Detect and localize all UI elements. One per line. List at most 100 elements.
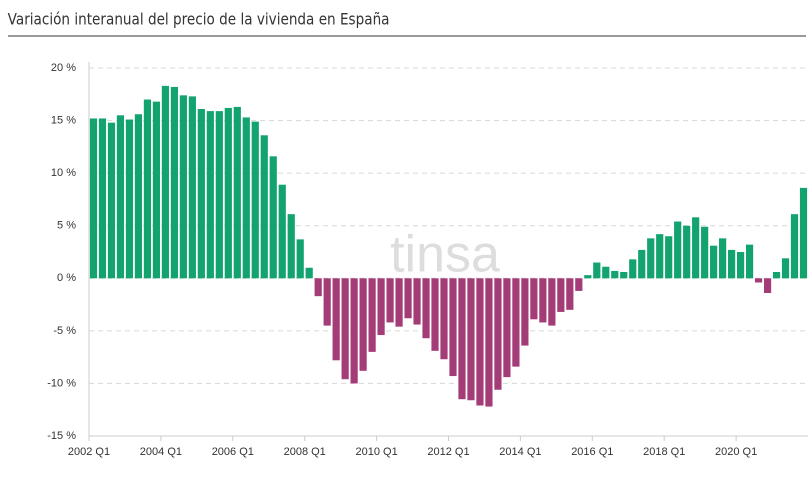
bar <box>143 99 152 279</box>
bar <box>152 101 161 279</box>
bar <box>745 244 754 279</box>
bar <box>197 109 205 279</box>
bar <box>278 184 286 279</box>
bar <box>629 259 637 279</box>
bar <box>440 278 448 360</box>
bar <box>611 270 619 279</box>
bar <box>458 278 466 400</box>
watermark: tinsa <box>390 226 500 284</box>
bar <box>647 238 655 279</box>
bar <box>467 278 475 401</box>
y-tick-label: -15 % <box>47 430 76 442</box>
bar <box>656 234 664 279</box>
x-tick-label: 2016 Q1 <box>571 446 613 458</box>
bar <box>413 278 421 325</box>
bar <box>116 115 125 279</box>
bar <box>476 278 484 406</box>
x-tick-label: 2014 Q1 <box>499 446 541 458</box>
bar <box>449 278 457 377</box>
x-tick-label: 2004 Q1 <box>140 446 182 458</box>
bar <box>754 278 763 283</box>
bar <box>593 262 601 279</box>
bar <box>233 106 241 279</box>
bar <box>107 122 116 279</box>
bar <box>386 278 394 323</box>
bar <box>431 278 439 351</box>
bar <box>404 278 412 319</box>
bar <box>494 278 502 390</box>
bar <box>251 121 259 279</box>
bar <box>772 271 781 279</box>
bar <box>701 226 709 279</box>
x-tick-label: 2006 Q1 <box>212 446 254 458</box>
bar <box>485 278 493 407</box>
bar <box>530 278 538 320</box>
bar <box>521 278 529 346</box>
bar <box>179 95 187 279</box>
bar <box>790 214 799 279</box>
bar <box>710 245 718 279</box>
x-tick-label: 2002 Q1 <box>68 446 110 458</box>
y-tick-label: 5 % <box>57 220 76 232</box>
bar <box>323 278 331 326</box>
bar <box>692 217 700 279</box>
bar <box>260 135 268 279</box>
bar <box>602 266 610 279</box>
bar <box>674 221 682 279</box>
x-tick-label: 2010 Q1 <box>355 446 397 458</box>
bar <box>575 278 583 291</box>
bar <box>736 252 745 279</box>
y-tick-label: -5 % <box>53 325 76 337</box>
bar <box>314 278 322 297</box>
bar <box>584 275 592 279</box>
bar <box>638 249 646 279</box>
x-tick-label: 2008 Q1 <box>284 446 326 458</box>
bar <box>89 118 98 279</box>
bar <box>799 187 808 279</box>
bar <box>215 111 223 279</box>
bar <box>683 225 691 279</box>
bar <box>341 278 349 380</box>
bar <box>728 249 736 279</box>
bar <box>503 278 511 378</box>
bar <box>539 278 547 323</box>
bar <box>665 236 673 279</box>
bar <box>242 117 250 279</box>
bar <box>422 278 430 339</box>
bar <box>620 271 628 279</box>
bar <box>368 278 376 352</box>
bar <box>98 118 107 279</box>
bar <box>512 278 520 367</box>
bar <box>781 258 790 279</box>
bar <box>395 278 403 327</box>
bar <box>350 278 358 384</box>
bar <box>557 278 565 312</box>
bar <box>161 85 169 279</box>
bar <box>359 278 367 371</box>
bar <box>224 107 232 279</box>
bar <box>269 156 277 279</box>
bar <box>170 86 178 279</box>
bar <box>134 114 143 279</box>
bar <box>287 214 295 279</box>
y-tick-label: 10 % <box>51 167 76 179</box>
x-tick-label: 2020 Q1 <box>715 446 757 458</box>
bar <box>566 278 574 310</box>
bar <box>125 119 134 279</box>
bar <box>377 278 385 336</box>
bar <box>332 278 340 361</box>
bar <box>188 96 196 279</box>
y-tick-label: 15 % <box>51 114 76 126</box>
y-tick-label: 20 % <box>51 62 76 74</box>
bar <box>296 239 304 279</box>
bar <box>719 238 727 279</box>
y-tick-label: 0 % <box>57 272 76 284</box>
bar <box>548 278 556 326</box>
bar <box>763 278 772 294</box>
y-tick-label: -10 % <box>47 377 76 389</box>
chart-title: Variación interanual del precio de la vi… <box>8 10 390 28</box>
bar <box>206 111 214 279</box>
bar <box>305 267 313 279</box>
x-tick-label: 2012 Q1 <box>427 446 469 458</box>
